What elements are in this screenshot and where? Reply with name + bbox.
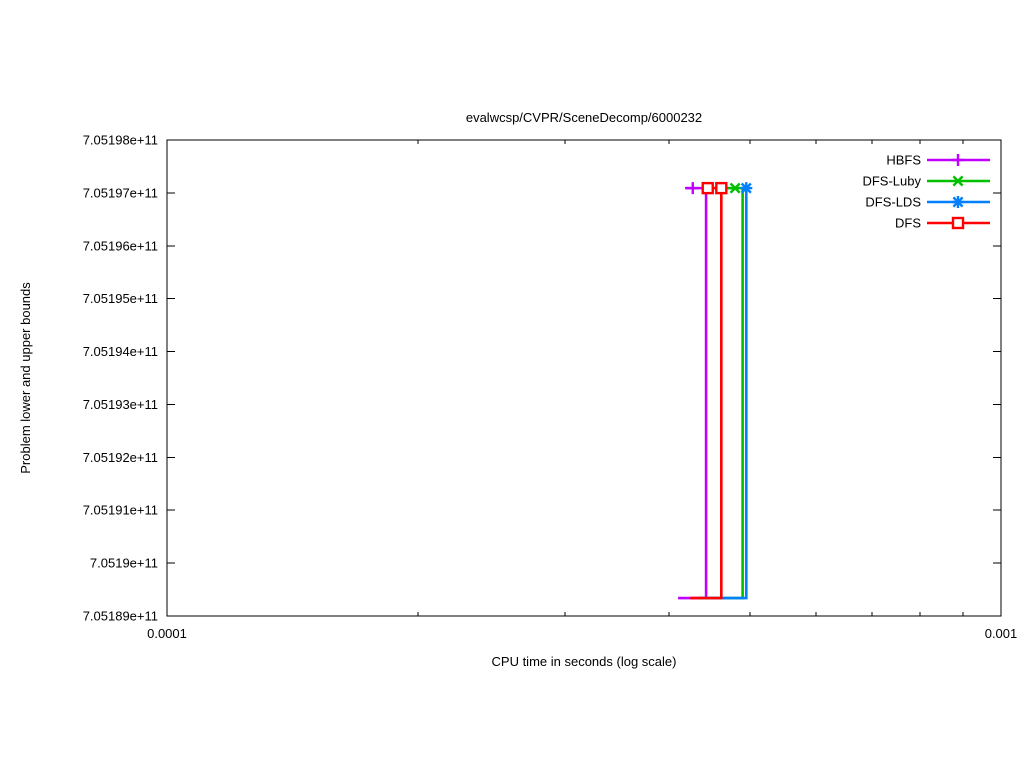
marker-cross bbox=[952, 175, 964, 187]
y-tick-label: 7.05194e+11 bbox=[83, 344, 158, 359]
y-tick-label: 7.05191e+11 bbox=[83, 503, 158, 518]
marker-square-open bbox=[701, 181, 714, 195]
y-tick-label: 7.05189e+11 bbox=[83, 609, 158, 624]
y-tick-label: 7.05193e+11 bbox=[83, 397, 158, 412]
x-axis-label: CPU time in seconds (log scale) bbox=[492, 654, 677, 669]
series-dfs bbox=[690, 181, 728, 600]
marker-square-open bbox=[951, 216, 965, 230]
legend-label: DFS-Luby bbox=[862, 174, 921, 189]
y-tick-label: 7.05197e+11 bbox=[83, 185, 158, 200]
y-tick-label: 7.05196e+11 bbox=[83, 238, 158, 253]
plot-series bbox=[678, 181, 753, 600]
y-tick-label: 7.05198e+11 bbox=[83, 133, 158, 148]
y-tick-label: 7.05192e+11 bbox=[83, 450, 158, 465]
marker-plus bbox=[686, 182, 699, 195]
marker-square-open bbox=[715, 181, 728, 195]
x-tick-label: 0.001 bbox=[985, 626, 1018, 641]
y-axis-label: Problem lower and upper bounds bbox=[18, 282, 33, 474]
x-tick-label: 0.0001 bbox=[147, 626, 187, 641]
chart-title: evalwcsp/CVPR/SceneDecomp/6000232 bbox=[466, 110, 702, 125]
marker-cross bbox=[729, 182, 741, 194]
legend: HBFS DFS-Luby DFS-LDS DFS bbox=[862, 153, 990, 231]
marker-asterisk bbox=[952, 196, 964, 208]
legend-label: DFS-LDS bbox=[865, 195, 921, 210]
legend-entry-dfs-lds: DFS-LDS bbox=[865, 195, 990, 210]
marker-plus bbox=[952, 154, 964, 166]
lower-bound-line bbox=[690, 188, 723, 600]
series-hbfs bbox=[678, 182, 708, 600]
axes: 7.05189e+11 7.0519e+11 7.05191e+11 7.05192e… bbox=[83, 133, 1018, 642]
y-tick-label: 7.0519e+11 bbox=[90, 556, 158, 571]
lower-bound-line bbox=[678, 188, 708, 600]
legend-label: HBFS bbox=[886, 153, 921, 168]
plot-border bbox=[166, 139, 1002, 617]
marker-asterisk bbox=[740, 182, 753, 195]
legend-label: DFS bbox=[895, 216, 921, 231]
legend-entry-hbfs: HBFS bbox=[886, 153, 990, 168]
y-tick-label: 7.05195e+11 bbox=[83, 291, 158, 306]
legend-entry-dfs: DFS bbox=[895, 216, 990, 231]
legend-entry-dfs-luby: DFS-Luby bbox=[862, 174, 990, 189]
